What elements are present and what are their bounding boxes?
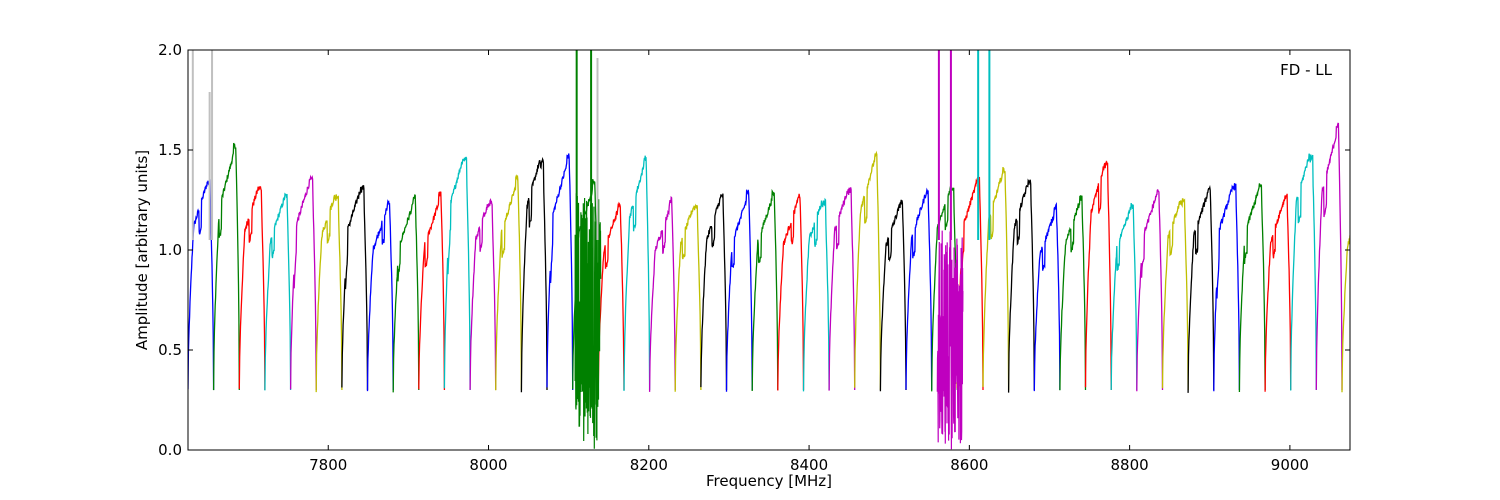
channel-series-line: [1187, 184, 1215, 393]
channel-series-line: [982, 166, 1010, 391]
plot-frame: [187, 49, 1351, 451]
channel-series-line: [212, 142, 240, 391]
x-tick-label: 8400: [790, 456, 828, 474]
channel-series-line: [905, 187, 933, 391]
channel-series-line: [623, 155, 651, 391]
channel-series-line: [1059, 195, 1087, 391]
panel-annotation: FD - LL: [1280, 61, 1332, 79]
channel-series-line: [392, 194, 420, 393]
channel-series-line: [495, 174, 523, 391]
channel-series-line: [700, 193, 728, 391]
channel-series-line: [1084, 160, 1112, 391]
channel-series-line: [931, 186, 958, 392]
x-tick-label: 9000: [1271, 456, 1309, 474]
channel-series-line: [1213, 183, 1241, 392]
channel-series-line: [1110, 203, 1138, 391]
channel-series-line: [289, 174, 317, 391]
y-axis-label: Amplitude [arbitrary units]: [133, 150, 151, 350]
channel-series-line: [418, 191, 446, 391]
channel-series-line: [1007, 178, 1035, 393]
channel-series-line: [1315, 122, 1343, 391]
channel-series-line: [546, 153, 574, 391]
channel-series-line: [238, 186, 266, 391]
y-tick-label: 0.5: [158, 341, 182, 359]
channel-series-line: [315, 194, 343, 393]
channel-series-line: [1264, 193, 1292, 392]
y-axis-ticks: 0.0 0.5 1.0 1.5 2.0: [158, 41, 1350, 459]
channel-series-line: [879, 199, 907, 392]
channel-series-line: [777, 193, 805, 391]
plot-area: [188, 50, 1350, 450]
noise-burst: [574, 193, 602, 449]
y-tick-label: 0.0: [158, 441, 182, 459]
x-tick-label: 8600: [950, 456, 988, 474]
channel-series-line: [1161, 198, 1189, 391]
x-tick-label: 8800: [1111, 456, 1149, 474]
channel-series-line: [264, 192, 292, 391]
x-axis-ticks: 7800 8000 8200 8400 8600 8800 9000: [309, 50, 1309, 474]
y-tick-label: 1.5: [158, 141, 182, 159]
channel-series-line: [1341, 235, 1350, 393]
channel-series-line: [597, 201, 625, 391]
channel-series-line: [725, 188, 753, 392]
y-tick-label: 1.0: [158, 241, 182, 259]
y-tick-label: 2.0: [158, 41, 182, 59]
channel-series-line: [1136, 188, 1164, 392]
x-tick-label: 7800: [309, 456, 347, 474]
noise-burst: [936, 230, 964, 450]
channel-series-line: [469, 198, 497, 391]
channel-series-line: [341, 185, 369, 391]
channel-series-line: [1238, 183, 1266, 393]
channel-series-line: [1033, 201, 1061, 392]
channel-series-line: [1290, 153, 1317, 391]
channel-series-line: [751, 188, 779, 392]
channel-series-line: [366, 199, 394, 392]
x-tick-label: 8000: [469, 456, 507, 474]
channel-series-line: [828, 187, 856, 391]
x-axis-label: Frequency [MHz]: [706, 472, 832, 490]
channel-series-line: [854, 150, 882, 391]
channel-series-line: [443, 156, 471, 391]
channel-series-line: [648, 195, 676, 392]
channel-series-line: [674, 203, 702, 392]
channel-series-line: [520, 156, 548, 393]
channel-series-line: [802, 197, 830, 392]
x-tick-label: 8200: [630, 456, 668, 474]
